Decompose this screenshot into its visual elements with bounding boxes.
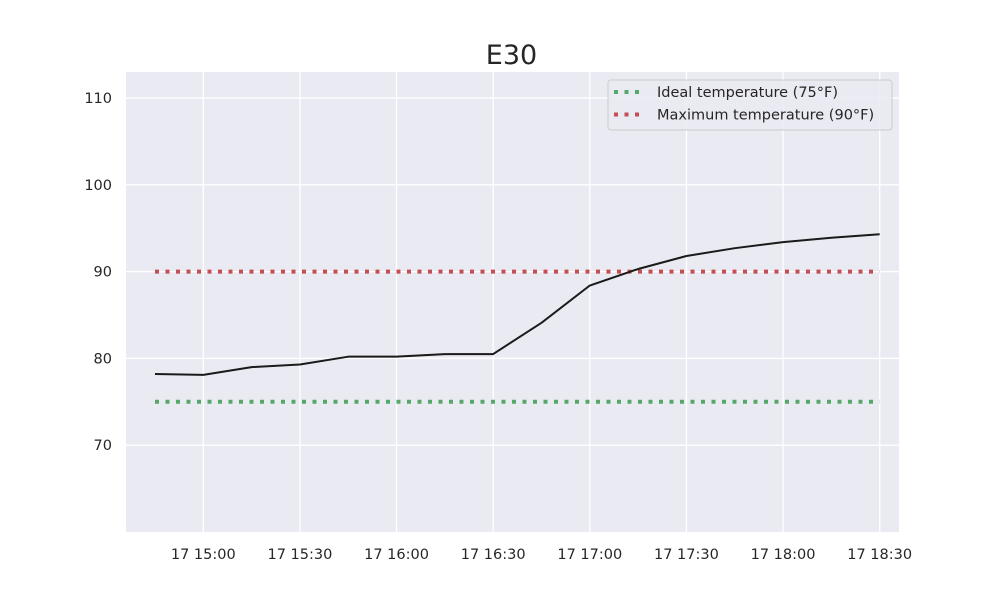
- legend: Ideal temperature (75°F) Maximum temperat…: [607, 79, 893, 131]
- legend-label: Ideal temperature (75°F): [657, 85, 838, 101]
- chart-title: E30: [486, 40, 537, 71]
- series-layer: [154, 233, 880, 404]
- y-tick-label: 110: [84, 91, 112, 107]
- x-axis-ticks: 17 15:00 17 15:30 17 16:00 17 16:30 17 17:00…: [171, 547, 912, 563]
- legend-item: Ideal temperature (75°F): [614, 85, 838, 101]
- y-tick-label: 100: [84, 178, 112, 194]
- x-tick-label: 17 18:00: [751, 547, 816, 563]
- y-tick-label: 90: [94, 265, 112, 281]
- legend-box: [607, 79, 893, 131]
- x-tick-label: 17 18:30: [847, 547, 912, 563]
- x-tick-label: 17 16:00: [364, 547, 429, 563]
- legend-item: Maximum temperature (90°F): [614, 108, 874, 124]
- plot-area: [126, 72, 899, 532]
- x-tick-label: 17 17:00: [557, 547, 622, 563]
- x-tick-label: 17 15:00: [171, 547, 236, 563]
- x-tick-label: 17 15:30: [267, 547, 332, 563]
- x-tick-label: 17 17:30: [654, 547, 719, 563]
- y-tick-label: 70: [94, 438, 112, 454]
- x-tick-label: 17 16:30: [461, 547, 526, 563]
- y-axis-ticks: 70 80 90 100 110: [84, 91, 112, 454]
- series-line-temperature: [154, 233, 880, 376]
- legend-label: Maximum temperature (90°F): [657, 108, 874, 124]
- y-tick-label: 80: [94, 351, 112, 367]
